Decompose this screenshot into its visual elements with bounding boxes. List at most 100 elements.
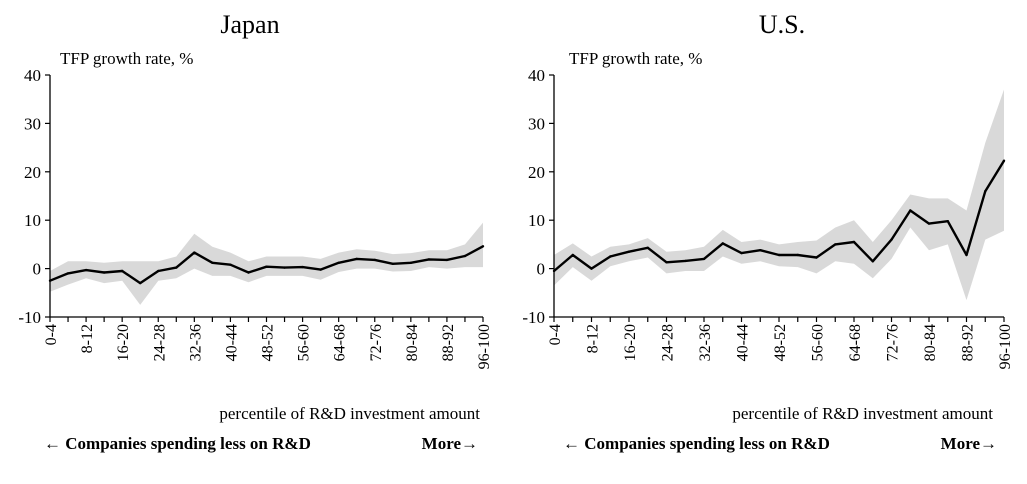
data-point: [684, 259, 687, 263]
data-point: [946, 220, 949, 223]
data-point: [102, 271, 106, 274]
confidence-band: [554, 89, 1004, 301]
chart-japan: Japan TFP growth rate, % -10 0 10 20 30 40 0-4…: [18, 10, 493, 453]
y-tick-label: -10: [522, 308, 545, 327]
x-tick-label: 0-4: [547, 324, 564, 345]
y-tick-label: 0: [33, 260, 42, 279]
data-point: [66, 272, 70, 275]
data-point: [229, 263, 232, 266]
data-point: [463, 254, 467, 258]
x-tick-label: 8-12: [79, 324, 96, 353]
y-axis-label: TFP growth rate, %: [569, 49, 702, 68]
x-tick-label: 48-52: [772, 324, 789, 361]
x-tick-label: 56-60: [810, 324, 827, 361]
data-point: [445, 258, 449, 262]
data-point: [427, 258, 431, 261]
data-point: [627, 250, 631, 253]
y-tick-label: 30: [24, 114, 41, 133]
data-point: [852, 240, 856, 244]
chart-us: U.S. TFP growth rate, % -10 0 10 20 30 40 0-4 8…: [522, 10, 1014, 453]
data-point: [571, 253, 574, 257]
x-tick-label: 72-76: [885, 324, 902, 361]
footer-right-label: More→: [941, 434, 997, 453]
data-point: [84, 268, 88, 272]
data-point: [175, 266, 178, 269]
chart-title: Japan: [220, 10, 279, 39]
x-tick-label: 64-68: [847, 324, 864, 361]
data-point: [355, 257, 358, 261]
data-point: [157, 269, 160, 273]
footer-right-label: More→: [422, 434, 478, 453]
y-tick-label: 40: [24, 66, 41, 85]
x-tick-label: 32-36: [697, 324, 714, 361]
data-point: [590, 267, 593, 270]
y-tick-label: 40: [528, 66, 545, 85]
x-axis-label: percentile of R&D investment amount: [219, 404, 480, 423]
y-tick-label: 30: [528, 114, 545, 133]
data-point: [740, 251, 743, 255]
data-point: [247, 271, 250, 274]
data-point: [1002, 159, 1006, 162]
data-point: [391, 262, 394, 265]
data-point: [834, 243, 837, 246]
data-point: [759, 249, 762, 252]
data-point: [283, 266, 286, 269]
data-point: [211, 261, 214, 264]
data-point: [121, 269, 124, 273]
data-point: [609, 255, 612, 258]
y-axis-label: TFP growth rate, %: [60, 49, 193, 68]
data-point: [409, 261, 412, 264]
data-point: [481, 245, 485, 248]
data-point: [301, 265, 304, 269]
x-tick-label: 40-44: [735, 324, 752, 361]
data-point: [265, 265, 268, 268]
y-tick-label: 20: [528, 163, 545, 182]
data-point: [139, 281, 142, 285]
data-point: [193, 251, 196, 254]
data-point: [984, 190, 987, 193]
chart-panel-japan: Japan TFP growth rate, % -10 0 10 20 30 40 0-4…: [0, 0, 513, 484]
chart-title: U.S.: [759, 10, 805, 39]
data-point: [909, 209, 912, 212]
x-tick-label: 0-4: [43, 324, 60, 345]
x-tick-label: 72-76: [368, 324, 385, 361]
y-tick-label: 20: [24, 163, 41, 182]
y-tick-label: -10: [18, 308, 41, 327]
x-tick-label: 80-84: [404, 324, 421, 361]
footer-left-label: ← Companies spending less on R&D: [563, 434, 830, 453]
data-point: [373, 258, 376, 262]
x-tick-label: 48-52: [260, 324, 277, 361]
data-point: [702, 257, 706, 261]
x-tick-label: 40-44: [223, 324, 240, 361]
data-point: [871, 260, 874, 263]
x-tick-label: 32-36: [187, 324, 204, 361]
y-tick-label: 0: [537, 260, 546, 279]
data-point: [337, 261, 340, 264]
x-tick-label: 88-92: [440, 324, 457, 361]
chart-panel-us: U.S. TFP growth rate, % -10 0 10 20 30 40 0-4 8…: [513, 0, 1026, 484]
data-point: [777, 253, 781, 257]
x-tick-label: 56-60: [296, 324, 313, 361]
confidence-band: [50, 222, 483, 305]
y-tick-label: 10: [528, 211, 545, 230]
data-point: [665, 261, 668, 264]
data-point: [965, 253, 968, 257]
plot-area: -10 0 10 20 30 40 0-4 8-12 16-20 24-28 32-36 40-44 4…: [522, 66, 1014, 369]
x-tick-label: 24-28: [660, 324, 677, 361]
x-tick-label: 8-12: [585, 324, 602, 353]
data-point: [796, 253, 799, 257]
data-point: [890, 238, 893, 241]
plot-area: -10 0 10 20 30 40 0-4 8-12 16-20 24-28 32-36 40-44 4…: [18, 66, 493, 369]
x-tick-label: 80-84: [922, 324, 939, 361]
x-tick-label: 96-100: [997, 324, 1014, 369]
x-tick-label: 96-100: [476, 324, 493, 369]
data-point: [552, 269, 556, 273]
data-point: [646, 246, 649, 249]
x-tick-label: 16-20: [115, 324, 132, 361]
x-tick-label: 24-28: [151, 324, 168, 361]
x-axis-label: percentile of R&D investment amount: [732, 404, 993, 423]
y-tick-label: 10: [24, 211, 41, 230]
data-point: [927, 222, 931, 225]
x-tick-label: 88-92: [960, 324, 977, 361]
data-point: [319, 268, 322, 271]
